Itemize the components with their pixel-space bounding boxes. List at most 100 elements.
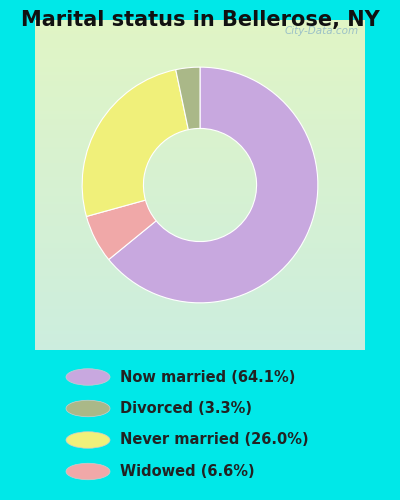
Bar	[35, 295, 365, 298]
Bar	[35, 40, 365, 42]
Bar	[35, 292, 365, 295]
Bar	[35, 61, 365, 64]
Bar	[35, 122, 365, 124]
Bar	[35, 298, 365, 300]
Bar	[35, 111, 365, 114]
Bar	[35, 182, 365, 185]
Bar	[35, 155, 365, 158]
Text: Divorced (3.3%): Divorced (3.3%)	[120, 401, 252, 416]
Bar	[35, 138, 365, 141]
Circle shape	[66, 432, 110, 448]
Bar	[35, 284, 365, 287]
Bar	[35, 281, 365, 284]
Bar	[35, 290, 365, 292]
Bar	[35, 78, 365, 80]
Bar	[35, 130, 365, 132]
Bar	[35, 303, 365, 306]
Wedge shape	[176, 67, 200, 130]
Bar	[35, 136, 365, 138]
Circle shape	[66, 369, 110, 385]
Bar	[35, 22, 365, 26]
Wedge shape	[82, 70, 188, 216]
Bar	[35, 224, 365, 226]
Text: Widowed (6.6%): Widowed (6.6%)	[120, 464, 255, 479]
Bar	[35, 256, 365, 259]
Bar	[35, 262, 365, 265]
Bar	[35, 58, 365, 61]
Bar	[35, 331, 365, 334]
Bar	[35, 232, 365, 234]
Bar	[35, 26, 365, 28]
Bar	[35, 334, 365, 336]
Bar	[35, 221, 365, 224]
Bar	[35, 185, 365, 188]
Text: Now married (64.1%): Now married (64.1%)	[120, 370, 295, 384]
Bar	[35, 317, 365, 320]
Bar	[35, 116, 365, 119]
Bar	[35, 312, 365, 314]
Bar	[35, 190, 365, 193]
Bar	[35, 100, 365, 102]
Bar	[35, 45, 365, 48]
Bar	[35, 339, 365, 342]
Bar	[35, 89, 365, 92]
Bar	[35, 270, 365, 273]
Bar	[35, 207, 365, 210]
Bar	[35, 243, 365, 246]
Bar	[35, 158, 365, 160]
Bar	[35, 308, 365, 312]
Bar	[35, 34, 365, 36]
Bar	[35, 119, 365, 122]
Bar	[35, 193, 365, 196]
Bar	[35, 31, 365, 34]
Bar	[35, 36, 365, 40]
Bar	[35, 124, 365, 127]
Bar	[35, 72, 365, 75]
Bar	[35, 229, 365, 232]
Bar	[35, 50, 365, 53]
Bar	[35, 248, 365, 251]
Bar	[35, 177, 365, 180]
Bar	[35, 174, 365, 177]
Bar	[35, 86, 365, 89]
Bar	[35, 320, 365, 322]
Bar	[35, 144, 365, 146]
Bar	[35, 97, 365, 100]
Bar	[35, 347, 365, 350]
Bar	[35, 268, 365, 270]
Bar	[35, 66, 365, 70]
Bar	[35, 212, 365, 215]
Text: Marital status in Bellerose, NY: Marital status in Bellerose, NY	[21, 10, 379, 30]
Bar	[35, 83, 365, 86]
Bar	[35, 188, 365, 190]
Bar	[35, 234, 365, 238]
Bar	[35, 314, 365, 317]
Bar	[35, 127, 365, 130]
Bar	[35, 210, 365, 212]
Bar	[35, 152, 365, 155]
Bar	[35, 251, 365, 254]
Bar	[35, 198, 365, 202]
Bar	[35, 149, 365, 152]
Bar	[35, 108, 365, 111]
Bar	[35, 70, 365, 72]
Bar	[35, 20, 365, 22]
Bar	[35, 322, 365, 325]
Bar	[35, 42, 365, 45]
Bar	[35, 273, 365, 276]
Bar	[35, 278, 365, 281]
Bar	[35, 168, 365, 171]
Bar	[35, 287, 365, 290]
Bar	[35, 92, 365, 94]
Bar	[35, 114, 365, 116]
Bar	[35, 146, 365, 149]
Bar	[35, 336, 365, 339]
Bar	[35, 259, 365, 262]
Bar	[35, 202, 365, 204]
Bar	[35, 53, 365, 56]
Bar	[35, 240, 365, 243]
Wedge shape	[86, 200, 156, 260]
Bar	[35, 218, 365, 221]
Bar	[35, 132, 365, 136]
Bar	[35, 196, 365, 198]
